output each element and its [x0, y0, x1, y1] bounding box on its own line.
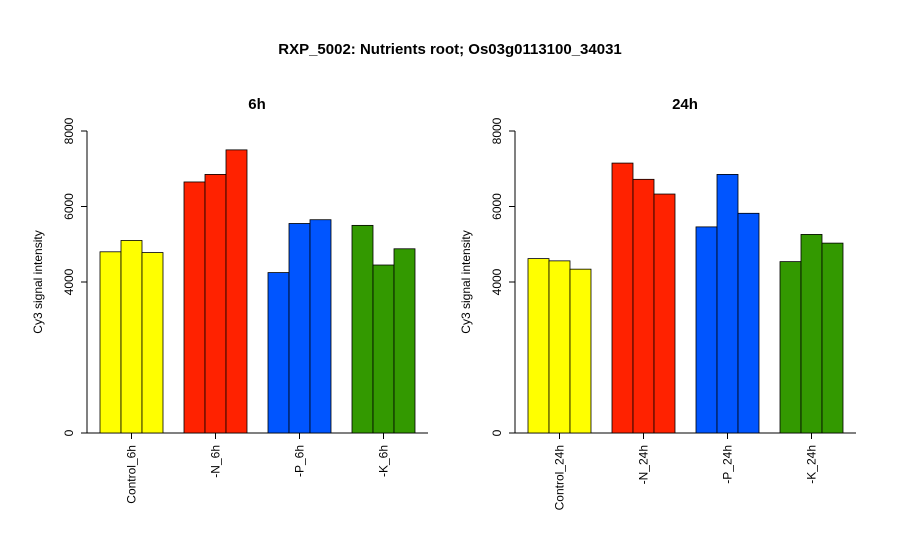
y-tick-label: 0 — [62, 429, 76, 436]
y-tick-label: 6000 — [490, 193, 504, 220]
y-tick-label: 0 — [490, 429, 504, 436]
bar — [393, 248, 416, 434]
bar — [309, 219, 332, 434]
panel-title: 6h — [248, 96, 266, 113]
y-tick-label: 6000 — [62, 193, 76, 220]
panel-title: 24h — [672, 96, 698, 113]
chart-title: RXP_5002: Nutrients root; Os03g0113100_3… — [278, 41, 622, 58]
category-label: -P_24h — [721, 445, 735, 484]
panel-6h: 6h Cy3 signal intensity 0 4000 6000 8000 Con… — [31, 96, 428, 504]
y-tick-label: 4000 — [490, 268, 504, 295]
bar — [695, 226, 718, 434]
bar — [716, 174, 739, 434]
category-label: -K_24h — [805, 445, 819, 484]
bar — [141, 252, 164, 434]
bar — [737, 212, 760, 434]
category-label: -N_24h — [637, 445, 651, 484]
bar — [204, 174, 227, 434]
bar — [611, 162, 634, 434]
bar — [372, 264, 395, 434]
category-label: -P_6h — [293, 445, 307, 477]
bar — [779, 261, 802, 434]
bar — [267, 272, 290, 434]
bar — [632, 178, 655, 434]
y-tick-label: 8000 — [62, 117, 76, 144]
category-label: -K_6h — [377, 445, 391, 477]
bar — [225, 149, 248, 434]
bar — [351, 224, 374, 434]
category-label: -N_6h — [209, 445, 223, 478]
category-label: Control_24h — [553, 445, 567, 510]
bar — [288, 223, 311, 434]
bar — [800, 234, 823, 434]
bar — [99, 251, 122, 434]
bar — [653, 193, 676, 434]
panel-24h: 24h Cy3 signal intensity 0 4000 6000 8000 Co… — [459, 96, 856, 510]
y-axis-label: Cy3 signal intensity — [459, 230, 473, 333]
bar — [183, 181, 206, 434]
y-tick-label: 4000 — [62, 268, 76, 295]
bar — [120, 240, 143, 434]
bar — [569, 268, 592, 434]
category-label: Control_6h — [125, 445, 139, 504]
bar — [548, 260, 571, 434]
y-tick-label: 8000 — [490, 117, 504, 144]
y-axis-label: Cy3 signal intensity — [31, 230, 45, 333]
bar — [821, 242, 844, 434]
bar — [527, 258, 550, 434]
